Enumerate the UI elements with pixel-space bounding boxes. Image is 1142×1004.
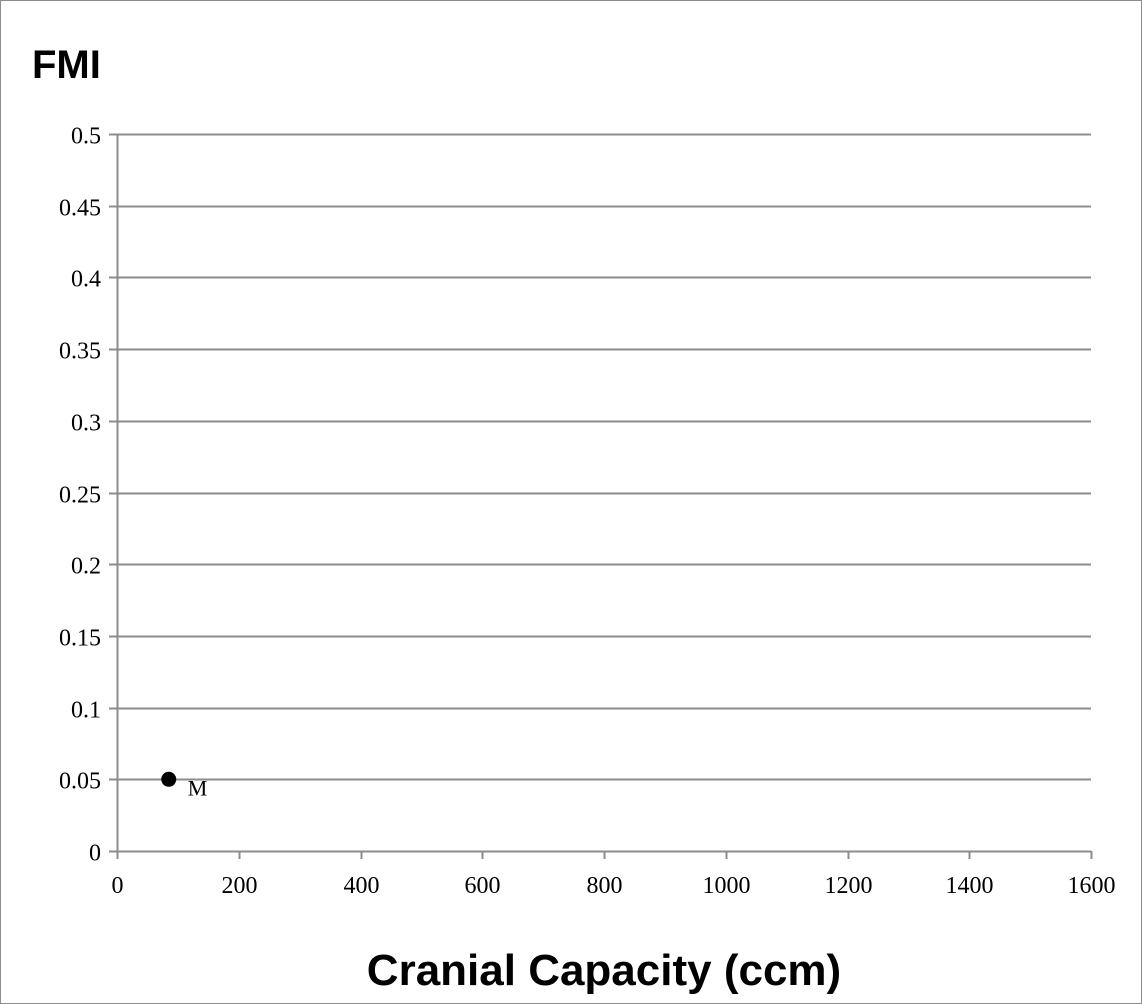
y-tick-label: 0.35 bbox=[59, 339, 101, 365]
x-axis-label: Cranial Capacity (ccm) bbox=[367, 946, 841, 995]
y-tick-label: 0.15 bbox=[59, 626, 101, 652]
y-tick-label: 0.05 bbox=[59, 769, 101, 795]
x-tick-labels: 0 200 400 600 800 1000 1200 1400 1600 bbox=[112, 873, 1116, 899]
x-tick-label: 1600 bbox=[1068, 873, 1116, 899]
y-tick-label: 0.2 bbox=[71, 554, 101, 580]
x-tick-label: 1000 bbox=[703, 873, 751, 899]
x-tick-label: 0 bbox=[112, 873, 124, 899]
y-tick-label: 0.1 bbox=[71, 698, 101, 724]
y-tick-label: 0.4 bbox=[71, 267, 101, 293]
axes bbox=[109, 133, 1093, 859]
y-tick-label: 0.45 bbox=[59, 196, 101, 222]
data-point-label: M bbox=[188, 775, 208, 800]
y-axis-label: FMI bbox=[32, 43, 101, 87]
y-tick-label: 0.3 bbox=[71, 411, 101, 437]
y-tick-labels: 0 0.05 0.1 0.15 0.2 0.25 0.3 0.35 0.4 0.45 0.5 bbox=[59, 124, 101, 867]
y-tick-label: 0.25 bbox=[59, 483, 101, 509]
x-tick-label: 400 bbox=[344, 873, 380, 899]
x-tick-label: 200 bbox=[222, 873, 258, 899]
x-tick-label: 600 bbox=[465, 873, 501, 899]
y-tick-label: 0 bbox=[89, 841, 101, 867]
x-tick-label: 800 bbox=[587, 873, 623, 899]
x-tick-label: 1400 bbox=[946, 873, 994, 899]
data-points: M bbox=[161, 771, 208, 800]
y-tick-label: 0.5 bbox=[71, 124, 101, 150]
grid-lines bbox=[117, 133, 1091, 781]
data-point bbox=[161, 771, 177, 787]
x-tick-label: 1200 bbox=[825, 873, 873, 899]
